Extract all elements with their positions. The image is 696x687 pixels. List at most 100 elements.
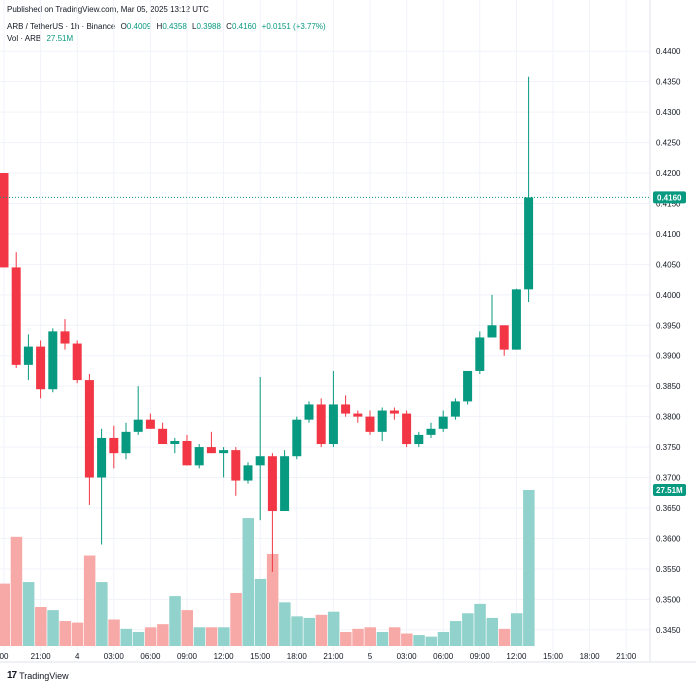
price-tick-label: 0.4250 xyxy=(656,139,681,148)
candle-body xyxy=(328,404,338,445)
volume-bar xyxy=(35,607,47,646)
candle-body xyxy=(389,410,399,414)
volume-bar xyxy=(266,553,279,646)
volume-bar xyxy=(181,610,193,646)
change-value: +0.0151 (+3.77%) xyxy=(261,22,326,31)
time-tick-label: 21:00 xyxy=(31,652,52,661)
volume-bar xyxy=(71,622,84,646)
volume-bar xyxy=(315,614,328,646)
volume-bar xyxy=(230,592,242,646)
price-tick-label: 0.3450 xyxy=(656,626,681,635)
tradingview-logo-icon: 17 xyxy=(7,670,17,681)
ohlc-legend: ARB / TetherUS · 1h · Binance O0.4009 H0… xyxy=(7,22,329,31)
price-tick-label: 0.4150 xyxy=(656,199,681,208)
open-readout: O0.4009 xyxy=(121,22,152,31)
tradingview-logo[interactable]: 17 TradingView xyxy=(7,670,69,681)
price-tick-label: 0.3500 xyxy=(656,595,681,604)
volume-bar xyxy=(254,578,267,646)
close-readout: C0.4160 xyxy=(226,22,256,31)
low-readout: L0.3988 xyxy=(192,22,221,31)
volume-bar xyxy=(157,624,169,646)
price-tick-label: 0.3900 xyxy=(656,352,681,361)
candle-body xyxy=(243,465,253,481)
price-tick-label: 0.4350 xyxy=(656,78,681,87)
candle-body xyxy=(365,416,375,432)
candle-body xyxy=(267,456,277,512)
volume-bar xyxy=(340,631,352,646)
open-label: O xyxy=(120,22,127,31)
price-tick-label: 0.3950 xyxy=(656,321,681,330)
volume-bar xyxy=(474,603,486,646)
candlesticks xyxy=(0,76,534,572)
last-price-tag-label: 0.4160 xyxy=(657,193,682,202)
volume-bar xyxy=(132,631,145,646)
candle-body xyxy=(377,410,387,432)
volume-bar xyxy=(352,628,364,646)
volume-bar xyxy=(47,610,59,646)
volume-bar xyxy=(10,536,23,646)
volume-legend: Vol · ARB 27.51M xyxy=(7,34,76,43)
tradingview-logo-text: TradingView xyxy=(19,670,69,681)
volume-bar xyxy=(376,631,389,646)
volume-bar xyxy=(193,627,206,646)
time-tick-label: 21:00 xyxy=(323,652,344,661)
candle-body xyxy=(170,440,180,445)
candle-body xyxy=(0,173,9,268)
candle-body xyxy=(353,413,363,417)
open-value: 0.4009 xyxy=(126,22,152,31)
time-tick-label: 15:00 xyxy=(543,652,564,661)
high-value: 0.4358 xyxy=(162,22,187,31)
candle-body xyxy=(450,401,460,417)
time-tick-label: 18:00 xyxy=(580,652,601,661)
time-tick-label: 06:00 xyxy=(433,652,454,661)
time-tick-label: 03:00 xyxy=(104,652,125,661)
price-tick-label: 0.4400 xyxy=(656,47,681,56)
candle-body xyxy=(133,419,143,432)
price-tick-label: 0.4050 xyxy=(656,260,681,269)
volume-bar xyxy=(120,628,132,646)
close-label: C xyxy=(226,22,232,31)
close-value: 0.4160 xyxy=(231,22,257,31)
candle-body xyxy=(426,428,436,435)
volume-bar xyxy=(108,619,120,646)
candle-body xyxy=(72,343,82,381)
price-tick-label: 0.3800 xyxy=(656,413,681,422)
volume-bar xyxy=(413,635,425,646)
volume-bar xyxy=(498,628,511,646)
time-tick-label: 4 xyxy=(75,652,80,661)
volume-bar xyxy=(510,613,523,646)
volume-bar xyxy=(279,602,291,646)
price-axis: 0.44000.43500.43000.42500.42000.41500.41… xyxy=(656,47,681,635)
candle-body xyxy=(341,404,351,414)
candle-body xyxy=(402,413,412,445)
last-price-tag xyxy=(653,191,686,204)
candle-body xyxy=(280,456,290,512)
candle-body xyxy=(499,325,509,350)
volume-tag xyxy=(653,484,686,496)
volume-bar xyxy=(388,627,401,646)
high-readout: H0.4358 xyxy=(157,22,187,31)
volume-label: Vol · ARB xyxy=(7,34,42,43)
volume-bar xyxy=(425,636,437,646)
time-tick-label: 09:00 xyxy=(177,652,198,661)
volume-bar xyxy=(462,613,474,646)
published-text: Published on TradingView.com, Mar 05, 20… xyxy=(7,5,209,14)
time-tick-label: 03:00 xyxy=(397,652,418,661)
price-tick-label: 0.4100 xyxy=(656,230,681,239)
candle-body xyxy=(158,428,168,445)
candle-body xyxy=(145,419,155,429)
volume-bar xyxy=(449,621,462,646)
candle-body xyxy=(11,267,21,365)
time-tick-label: 18:00 xyxy=(287,652,308,661)
volume-bars xyxy=(0,490,535,646)
volume-bar xyxy=(437,631,450,646)
volume-bar xyxy=(59,621,71,646)
symbol-label: ARB / TetherUS · 1h · Binance xyxy=(7,22,116,31)
candle-body xyxy=(255,456,265,466)
candle-body xyxy=(414,434,424,445)
candle-body xyxy=(60,331,70,344)
candle-body xyxy=(23,346,33,365)
candle-body xyxy=(182,440,192,466)
candle-body xyxy=(219,450,229,454)
